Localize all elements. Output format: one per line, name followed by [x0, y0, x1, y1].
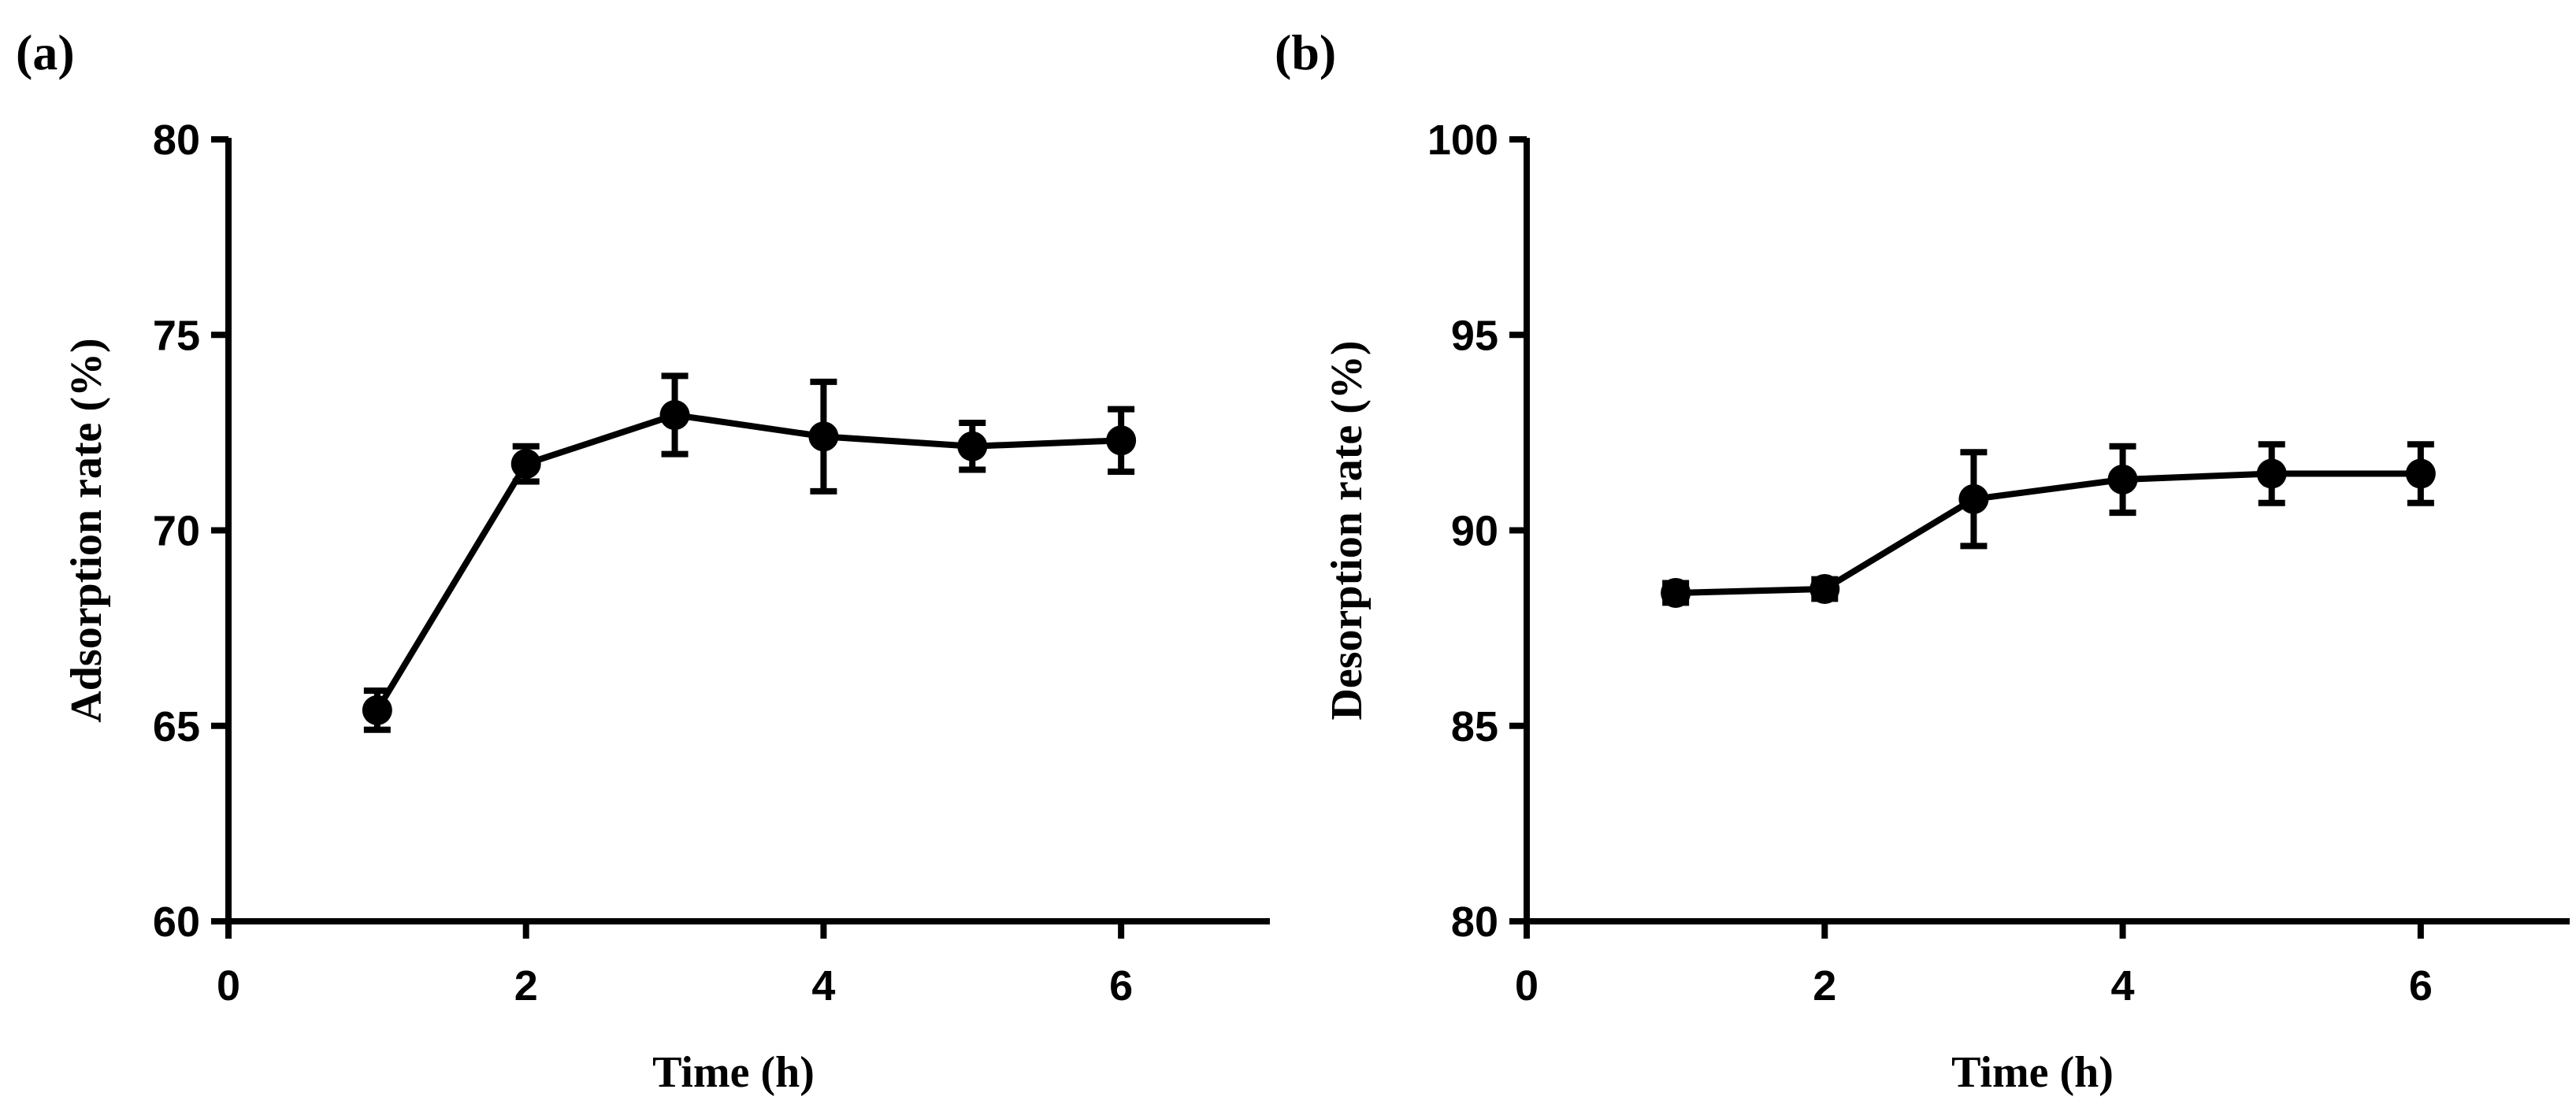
panel-b: (b) 80 85 90 95 100 0 2 4 6 Time (h) Desorption rat…	[1275, 24, 2570, 1097]
data-point	[1810, 573, 1840, 604]
x-tick-label: 6	[1109, 962, 1133, 1010]
data-point	[1661, 577, 1691, 608]
data-point	[808, 421, 839, 452]
x-tick-label: 2	[1813, 962, 1836, 1010]
y-tick-label: 85	[1451, 703, 1498, 750]
x-axis-title: Time (h)	[652, 1048, 815, 1097]
data-point	[510, 449, 541, 480]
y-tick-label: 65	[153, 703, 200, 750]
data-point	[2107, 464, 2138, 495]
x-tick-label: 6	[2409, 962, 2433, 1010]
x-tick-label: 4	[2111, 962, 2135, 1010]
y-tick-label: 75	[153, 312, 200, 359]
x-tick-label: 0	[1515, 962, 1539, 1010]
x-tick-label: 0	[217, 962, 240, 1010]
y-tick-label: 100	[1427, 117, 1498, 164]
data-point	[957, 431, 988, 461]
data-point	[2256, 458, 2287, 489]
y-tick-label: 80	[153, 117, 200, 164]
y-tick-label: 60	[153, 898, 200, 946]
x-axis-title: Time (h)	[1951, 1048, 2114, 1097]
panel-label: (b)	[1275, 24, 1336, 80]
data-point	[1106, 425, 1137, 456]
y-axis-title: Adsorption rate (%)	[62, 338, 111, 722]
y-tick-label: 95	[1451, 312, 1498, 359]
y-tick-label: 70	[153, 508, 200, 555]
data-point	[2405, 458, 2436, 489]
data-point	[659, 400, 690, 431]
series-line	[1676, 470, 2421, 596]
panel-label: (a)	[16, 24, 75, 80]
y-axis-title: Desorption rate (%)	[1323, 340, 1372, 720]
x-tick-label: 4	[811, 962, 835, 1010]
data-point	[1958, 483, 1989, 514]
panel-a: (a) 60 65 70 75 80 0 2 4 6 Time (h) Adsorption rate…	[16, 24, 1270, 1097]
series-line	[374, 412, 1122, 712]
data-point	[362, 695, 392, 725]
y-tick-label: 90	[1451, 508, 1498, 555]
y-tick-label: 80	[1451, 898, 1498, 946]
x-tick-label: 2	[514, 962, 538, 1010]
